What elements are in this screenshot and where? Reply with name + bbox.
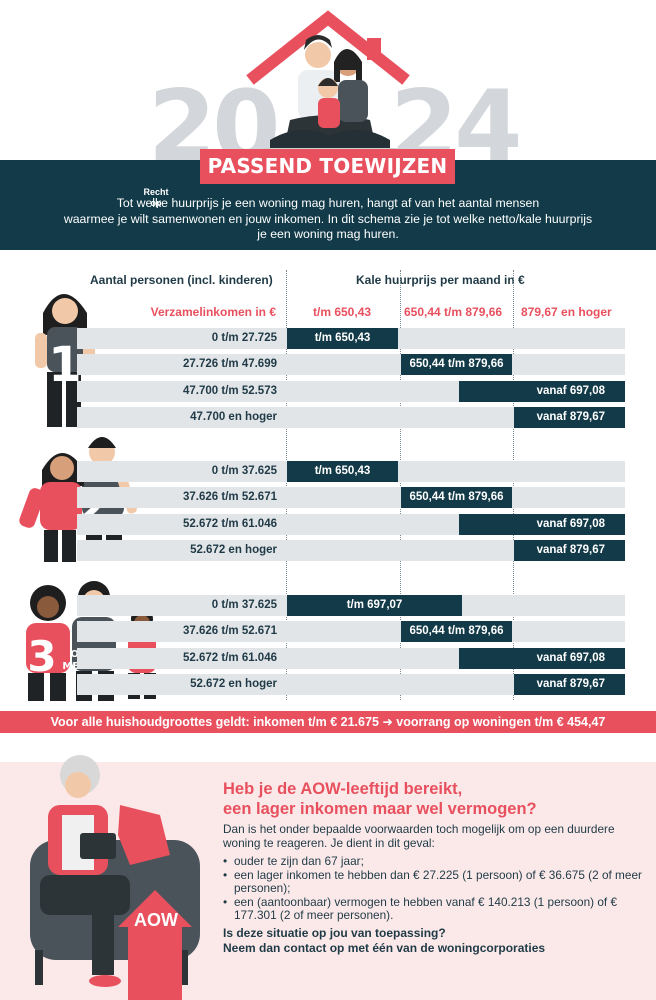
group-1-label: 1 — [48, 337, 81, 393]
column-divider — [513, 270, 514, 700]
badge-word: op — [150, 198, 162, 208]
table-row — [77, 407, 625, 428]
rent-bar: 650,44 t/m 879,66 — [401, 354, 512, 375]
senior-reading-illustration — [30, 755, 200, 1000]
aow-badge-small: Recht op — [136, 187, 176, 209]
rent-bar: t/m 650,43 — [287, 328, 398, 349]
column-header-mid: 650,44 t/m 879,66 — [404, 305, 503, 319]
intro-line: waarmee je wilt samenwonen en jouw inkom… — [63, 211, 593, 226]
column-divider — [400, 270, 401, 700]
column-header-low: t/m 650,43 — [313, 305, 372, 319]
income-label: 37.626 t/m 52.671 — [183, 625, 277, 637]
rent-bar: vanaf 879,67 — [514, 674, 625, 695]
header-income: Verzamelinkomen in € — [150, 305, 276, 319]
aow-heading-line: een lager inkomen maar wel vermogen? — [223, 800, 537, 818]
table-row — [77, 674, 625, 695]
rent-bar: 650,44 t/m 879,66 — [401, 487, 512, 508]
income-label: 0 t/m 37.625 — [211, 465, 277, 477]
aow-heading-line: Heb je de AOW-leeftijd bereikt, — [223, 780, 463, 798]
rent-bar: vanaf 879,67 — [514, 407, 625, 428]
badge-word: Recht — [143, 187, 169, 197]
rent-bar: vanaf 697,08 — [459, 381, 625, 402]
aow-heading: Heb je de AOW-leeftijd bereikt, een lage… — [223, 779, 643, 819]
income-label: 52.672 t/m 61.046 — [183, 652, 277, 664]
intro-line: je een woning mag huren. — [257, 227, 399, 241]
header-rent: Kale huurprijs per maand in € — [356, 273, 525, 287]
aow-conditions-list: ouder te zijn dan 67 jaar; een lager ink… — [223, 854, 643, 923]
income-label: 0 t/m 37.625 — [211, 599, 277, 611]
aow-call-to-action: Is deze situatie op jou van toepassing? … — [223, 926, 643, 956]
income-label: 0 t/m 27.725 — [211, 332, 277, 344]
aow-intro-text: Dan is het onder bepaalde voorwaarden to… — [223, 822, 615, 850]
column-divider — [286, 270, 287, 700]
income-label: 52.672 en hoger — [190, 544, 277, 556]
intro-line: Tot welke huurprijs je een woning mag hu… — [116, 196, 540, 210]
header-persons: Aantal personen (incl. kinderen) — [90, 273, 273, 287]
aow-condition: een lager inkomen te hebben dan € 27.225… — [223, 868, 643, 896]
income-label: 27.726 t/m 47.699 — [183, 358, 277, 370]
income-label: 47.700 t/m 52.573 — [183, 385, 277, 397]
rent-bar: vanaf 879,67 — [514, 540, 625, 561]
aow-condition: een (aantoonbaar) vermogen te hebben van… — [223, 895, 643, 923]
income-label: 37.626 t/m 52.671 — [183, 491, 277, 503]
income-label: 52.672 en hoger — [190, 678, 277, 690]
rent-bar: t/m 650,43 — [287, 461, 398, 482]
group-3-label: 3 — [27, 632, 56, 681]
income-label: 47.700 en hoger — [190, 411, 277, 423]
rent-bar: t/m 697,07 — [287, 595, 462, 616]
rent-bar: 650,44 t/m 879,66 — [401, 621, 512, 642]
hero: 20 24 — [0, 0, 656, 176]
aow-cta-line: Neem dan contact op met één van de wonin… — [223, 941, 546, 955]
rent-bar: vanaf 697,08 — [459, 648, 625, 669]
aow-badge-big: AOW — [134, 910, 178, 930]
aow-condition: ouder te zijn dan 67 jaar; — [223, 854, 643, 869]
aow-cta-line: Is deze situatie op jou van toepassing? — [223, 926, 446, 940]
priority-notice: Voor alle huishoudgroottes geldt: inkome… — [0, 711, 656, 733]
table-row — [77, 540, 625, 561]
income-label: 52.672 t/m 61.046 — [183, 518, 277, 530]
rent-bar: vanaf 697,08 — [459, 514, 625, 535]
column-header-high: 879,67 en hoger — [521, 305, 612, 319]
family-house-illustration — [245, 10, 415, 158]
page-title: PASSEND TOEWIJZEN — [200, 149, 455, 184]
intro-text: Tot welke huurprijs je een woning mag hu… — [30, 196, 626, 243]
